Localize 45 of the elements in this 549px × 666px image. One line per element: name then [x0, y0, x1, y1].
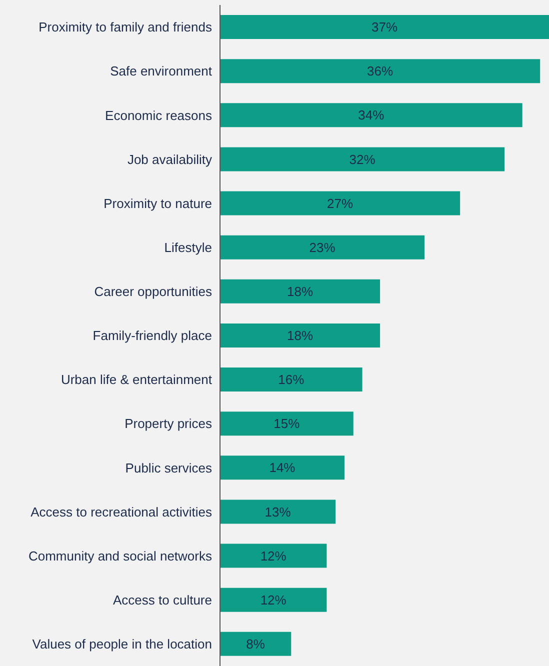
y-tick-label: Job availability — [127, 152, 212, 167]
bar — [220, 456, 344, 480]
y-tick-label: Values of people in the location — [32, 636, 212, 652]
bar — [220, 632, 292, 656]
y-tick-label: Community and social networks — [28, 548, 212, 564]
data-label: 15% — [274, 416, 300, 432]
bar — [220, 544, 327, 568]
y-tick-label: Proximity to nature — [104, 196, 212, 211]
bar — [220, 191, 460, 216]
y-tick-label: Proximity to family and friends — [38, 20, 212, 35]
data-label: 36% — [367, 64, 394, 79]
bar — [220, 412, 354, 436]
data-label: 8% — [246, 636, 266, 652]
bar — [220, 500, 336, 524]
bar — [220, 368, 362, 392]
y-tick-label: Access to recreational activities — [30, 504, 212, 520]
y-tick-label: Public services — [125, 460, 212, 476]
bar — [220, 15, 549, 39]
data-label: 16% — [278, 372, 305, 388]
y-tick-label: Family-friendly place — [92, 328, 212, 344]
bar — [220, 103, 522, 128]
data-label: 12% — [260, 548, 287, 564]
data-label: 34% — [358, 108, 385, 123]
y-tick-label: Access to culture — [113, 592, 212, 608]
y-tick-label: Lifestyle — [164, 240, 212, 255]
bar — [220, 147, 505, 172]
y-tick-label: Property prices — [124, 416, 212, 432]
data-label: 23% — [309, 240, 336, 255]
bar — [220, 588, 327, 612]
data-label: 12% — [260, 592, 287, 608]
y-tick-label: Career opportunities — [94, 284, 212, 300]
bar — [220, 235, 425, 260]
data-label: 18% — [287, 328, 314, 344]
bar — [220, 323, 380, 348]
data-label: 32% — [349, 152, 376, 167]
data-label: 27% — [327, 196, 354, 211]
data-label: 13% — [264, 504, 292, 520]
y-tick-label: Safe environment — [110, 64, 212, 79]
data-label: 14% — [269, 460, 296, 476]
data-label: 18% — [287, 284, 314, 299]
y-tick-label: Economic reasons — [105, 108, 212, 123]
data-label: 37% — [371, 20, 398, 35]
y-tick-label: Urban life & entertainment — [60, 372, 212, 388]
bar — [220, 59, 540, 84]
bar — [220, 279, 380, 304]
